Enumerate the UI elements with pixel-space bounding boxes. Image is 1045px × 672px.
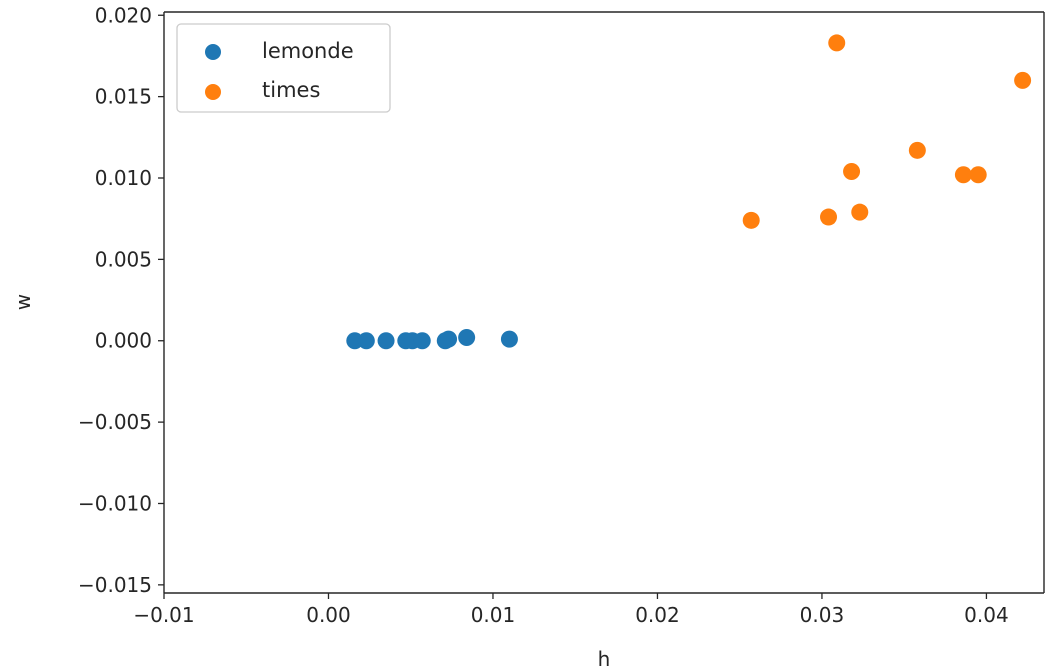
- x-tick-label: −0.01: [133, 603, 194, 627]
- data-point-lemonde: [458, 328, 476, 346]
- y-tick-label: 0.000: [95, 329, 152, 353]
- data-point-lemonde: [500, 330, 518, 348]
- data-point-times: [908, 141, 926, 159]
- y-tick-label: 0.015: [95, 85, 152, 109]
- data-point-times: [1014, 71, 1032, 89]
- x-tick-label: 0.00: [306, 603, 351, 627]
- data-point-times: [969, 166, 987, 184]
- x-tick-label: 0.03: [800, 603, 845, 627]
- y-tick-label: 0.010: [95, 166, 152, 190]
- legend-label-times: times: [262, 78, 320, 102]
- data-point-lemonde: [413, 332, 431, 350]
- data-point-times: [742, 211, 760, 229]
- data-point-lemonde: [440, 330, 458, 348]
- data-point-times: [954, 166, 972, 184]
- ticks: −0.01 0.00 0.01 0.02 0.03 0.04 −0.015 −0.010 −0.…: [78, 3, 1009, 627]
- x-tick-label: 0.01: [471, 603, 516, 627]
- data-point-lemonde: [377, 332, 395, 350]
- y-axis-label: w: [11, 294, 35, 310]
- y-tick-label: −0.015: [78, 573, 152, 597]
- y-tick-label: 0.005: [95, 247, 152, 271]
- legend-label-lemonde: lemonde: [262, 39, 354, 63]
- legend-marker-lemonde: [205, 44, 221, 60]
- x-axis-label: h: [598, 647, 611, 671]
- legend: lemonde times: [176, 23, 391, 113]
- data-point-lemonde: [357, 332, 375, 350]
- legend-marker-times: [205, 84, 221, 100]
- data-point-times: [843, 162, 861, 180]
- x-tick-label: 0.04: [964, 603, 1009, 627]
- data-points: [346, 34, 1032, 350]
- data-point-times: [828, 34, 846, 52]
- data-point-times: [851, 203, 869, 221]
- y-tick-label: −0.010: [78, 491, 152, 515]
- y-tick-label: −0.005: [78, 410, 152, 434]
- legend-box: [176, 23, 391, 113]
- y-tick-label: 0.020: [95, 3, 152, 27]
- axes: [163, 11, 1045, 594]
- x-tick-label: 0.02: [635, 603, 680, 627]
- data-point-times: [820, 208, 838, 226]
